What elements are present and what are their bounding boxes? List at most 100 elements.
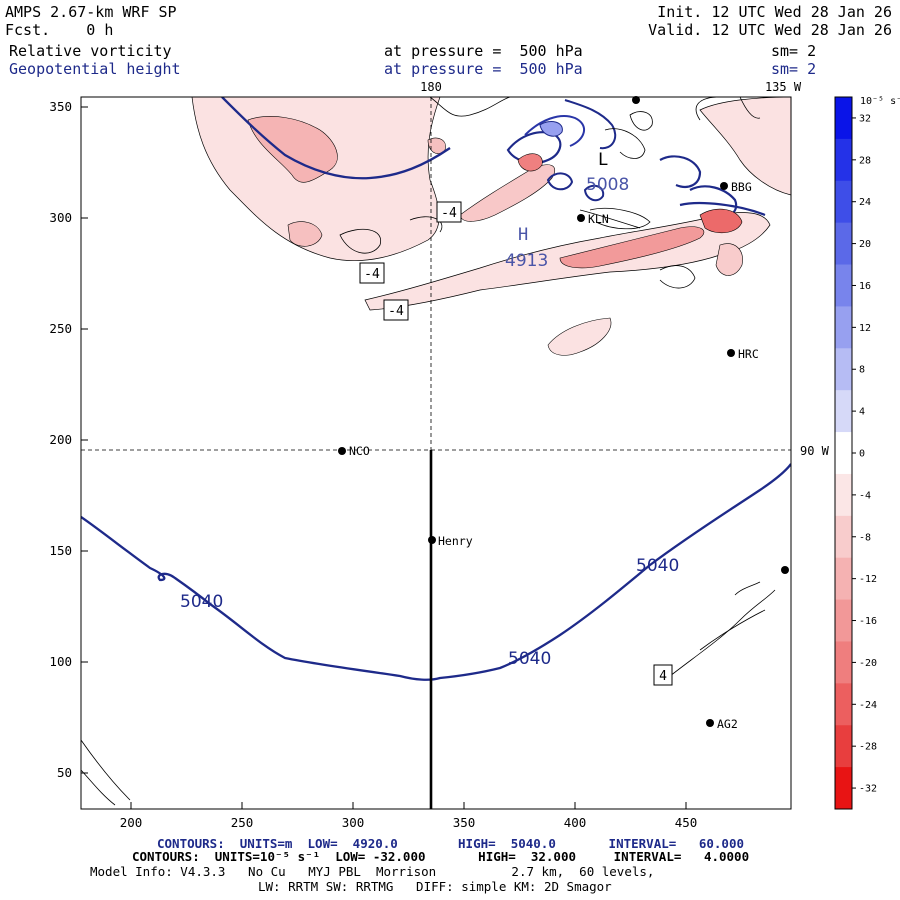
pressure-vorticity: at pressure = 500 hPa [384, 42, 583, 60]
vorticity-blob-lower [547, 317, 612, 356]
colorbar-swatch [835, 390, 852, 433]
colorbar-swatch [835, 515, 852, 559]
fcst-label: Fcst. [5, 21, 51, 39]
colorbar-label: -28 [859, 742, 877, 753]
colorbar-swatch [835, 557, 852, 601]
model-title: AMPS 2.67-km WRF SP [5, 3, 177, 21]
height-contours [81, 97, 791, 681]
smoothing-height: sm= 2 [771, 60, 817, 78]
station-hrc: HRC [738, 347, 759, 361]
colorbar-label: 32 [859, 113, 871, 124]
lon-label-90w: 90 W [800, 444, 830, 458]
lon-label-180: 180 [420, 80, 442, 94]
vorticity-band-core [559, 226, 705, 269]
y-tick-label: 100 [49, 654, 72, 669]
height-label: 5040 [508, 649, 551, 669]
y-tick-label: 50 [57, 765, 72, 780]
colorbar-swatch [835, 767, 852, 810]
vort-label: -4 [388, 304, 404, 319]
station-nco: NCO [349, 444, 370, 458]
x-tick-label: 300 [342, 815, 365, 830]
lon-label-135w: 135 W [765, 80, 802, 94]
low-marker: L [598, 150, 608, 170]
height-label: 5008 [586, 175, 629, 195]
field-height: Geopotential height [9, 60, 181, 78]
colorbar-label: 16 [859, 281, 871, 292]
forecast-label: Fcst. 0 h [5, 22, 113, 39]
colorbar-label: 20 [859, 239, 871, 250]
x-tick-label: 350 [453, 815, 476, 830]
y-tick-label: 150 [49, 543, 72, 558]
height-label: 5040 [180, 592, 223, 612]
footer-height-contours: CONTOURS: UNITS=m LOW= 4920.0 HIGH= 5040… [157, 836, 744, 851]
colorbar-swatch [835, 599, 852, 642]
vorticity-blob-right-mid [715, 243, 743, 276]
vort-label: -4 [441, 206, 457, 221]
colorbar-label: -8 [859, 532, 871, 543]
colorbar-swatch [835, 348, 852, 391]
colorbar-label: 12 [859, 323, 871, 334]
station-dot [720, 182, 728, 190]
vorticity-labels: -4 -4 -4 4 [359, 201, 673, 686]
station-henry: Henry [438, 534, 473, 548]
field-vorticity: Relative vorticity [9, 42, 172, 60]
height-label: 4913 [505, 251, 548, 271]
colorbar-swatch [835, 180, 852, 224]
colorbar [835, 97, 852, 810]
vorticity-fill-nw-inner [247, 116, 338, 183]
y-tick-label: 200 [49, 432, 72, 447]
station-dot [706, 719, 714, 727]
x-tick-label: 400 [564, 815, 587, 830]
colorbar-label: -4 [859, 490, 871, 501]
station-dot [428, 536, 436, 544]
colorbar-labels: 32 28 24 20 16 12 8 4 0 -4 -8 -12 -16 -20 -24 -28 -32 [852, 113, 877, 795]
x-tick-label: 200 [120, 815, 143, 830]
colorbar-label: -20 [859, 658, 877, 669]
station-dot [338, 447, 346, 455]
height-label: 5040 [636, 556, 679, 576]
colorbar-swatch [835, 264, 852, 307]
pressure-height: at pressure = 500 hPa [384, 60, 583, 78]
plot-frame [80, 96, 792, 810]
colorbar-swatch [835, 473, 852, 517]
colorbar-units: 10⁻⁵ s⁻¹ [860, 96, 900, 107]
smoothing-vorticity: sm= 2 [771, 42, 817, 60]
colorbar-label: -24 [859, 700, 877, 711]
vorticity-core-blue [539, 121, 563, 137]
colorbar-label: -16 [859, 616, 877, 627]
vort-label: 4 [659, 669, 667, 684]
height-labels: 5040 5040 5040 4913 5008 [180, 175, 679, 669]
vorticity-contours [81, 97, 776, 806]
colorbar-label: 28 [859, 155, 871, 166]
vorticity-core-red [699, 208, 743, 234]
station-dot [727, 349, 735, 357]
colorbar-label: 4 [859, 407, 865, 418]
colorbar-label: 24 [859, 197, 871, 208]
valid-time: Valid. 12 UTC Wed 28 Jan 26 [648, 21, 892, 39]
colorbar-label: -32 [859, 784, 877, 795]
y-axis: 350 300 250 200 150 100 50 [49, 99, 88, 780]
fcst-value: 0 h [86, 21, 114, 39]
x-tick-label: 250 [231, 815, 254, 830]
colorbar-swatch [835, 306, 852, 349]
colorbar-swatch [835, 138, 852, 182]
x-axis: 200 250 300 350 400 450 [120, 802, 697, 830]
station-kln: KLN [588, 212, 609, 226]
colorbar-swatch [835, 97, 852, 140]
station-dot [632, 96, 640, 104]
station-bbg: BBG [731, 180, 752, 194]
vorticity-fill-nw-small [287, 221, 323, 247]
colorbar-swatch [835, 222, 852, 266]
footer-physics: LW: RRTM SW: RRTMG DIFF: simple KM: 2D S… [258, 879, 612, 894]
station-dot [781, 566, 789, 574]
init-time: Init. 12 UTC Wed 28 Jan 26 [657, 3, 892, 21]
colorbar-label: 0 [859, 449, 865, 460]
stations: NCO Henry KLN BBG HRC AG2 [338, 96, 789, 731]
footer-vorticity-contours: CONTOURS: UNITS=10⁻⁵ s⁻¹ LOW= -32.000 HI… [132, 849, 750, 864]
colorbar-label: -12 [859, 574, 877, 585]
vorticity-blob-right [699, 97, 791, 196]
y-tick-label: 300 [49, 210, 72, 225]
map-fields [81, 97, 791, 809]
vorticity-core-red2 [517, 153, 543, 172]
